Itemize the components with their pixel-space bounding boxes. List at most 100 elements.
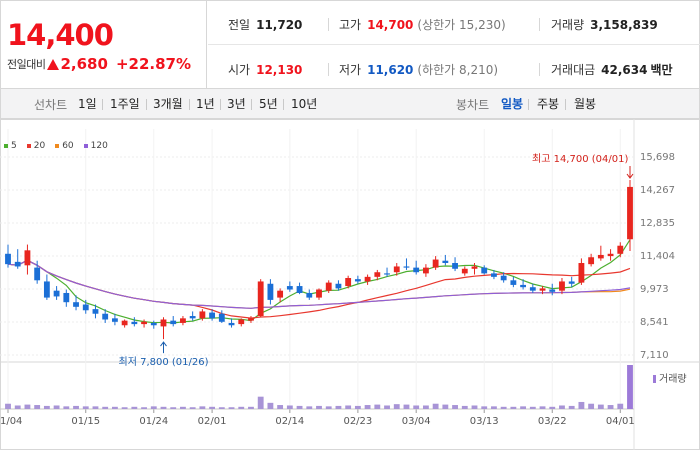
trade-value-label: 거래대금 (551, 63, 596, 77)
volume-bar (413, 405, 420, 409)
volume-bar (364, 405, 371, 409)
high-marker-arrowhead (626, 173, 634, 179)
low-stat: 저가 11,620 (하한가 8,210) (339, 61, 498, 78)
prev-close-stat: 전일 11,720 (228, 16, 302, 33)
volume-bar (238, 406, 245, 409)
candle-weekly[interactable]: 주봉 (537, 97, 560, 111)
volume-bar (529, 406, 536, 409)
divider (146, 99, 147, 110)
up-triangle-icon (47, 58, 60, 70)
y-tick-label: 15,698 (640, 152, 675, 163)
candle-body (578, 263, 585, 283)
candle-body (432, 259, 439, 268)
divider (251, 99, 252, 110)
volume-value: 3,158,839 (590, 18, 658, 32)
divider (208, 44, 700, 45)
candle-body (180, 318, 186, 323)
x-tick-label: 03/13 (470, 416, 499, 427)
candle-body (131, 321, 138, 325)
candle-body (461, 268, 468, 274)
volume-bar (597, 404, 604, 409)
y-tick-label: 14,267 (640, 185, 675, 196)
candle-body (345, 277, 352, 287)
volume-bar (539, 406, 546, 409)
volume-bar (500, 406, 507, 409)
low-label: 저가 (339, 63, 362, 77)
candle-body (627, 186, 633, 240)
y-tick-label: 7,110 (640, 350, 669, 361)
volume-bar (277, 405, 284, 409)
volume-bar (111, 406, 118, 409)
volume-legend-label: 거래량 (659, 373, 687, 385)
candle-body (549, 289, 556, 292)
lower-limit: (하한가 8,210) (417, 63, 499, 77)
open-value: 12,130 (256, 63, 303, 77)
x-tick-label: 02/01 (198, 416, 227, 427)
low-value: 11,620 (367, 63, 414, 77)
candle-body (607, 253, 614, 257)
divider (565, 99, 566, 110)
volume-bar (491, 406, 497, 409)
volume-bar (520, 406, 527, 409)
period-3m[interactable]: 3개월 (153, 97, 183, 111)
period-1w[interactable]: 1주일 (110, 97, 140, 111)
volume-bar (617, 403, 624, 409)
period-5y[interactable]: 5년 (259, 97, 278, 111)
candlestick-chart: 15,69814,26712,83511,4049,9738,5417,110 … (0, 119, 700, 450)
candle-body (559, 281, 565, 291)
volume-bar (160, 406, 167, 409)
divider (283, 99, 284, 110)
volume-bar (568, 405, 575, 409)
high-marker-label: 최고 14,700 (04/01) (532, 153, 628, 165)
candle-body (529, 287, 536, 291)
x-tick-label: 01/15 (71, 416, 100, 427)
candle-body (111, 318, 118, 322)
price-change-row: 전일대비 2,680 +22.87% (7, 55, 191, 73)
candle-body (209, 312, 216, 319)
candle-body (14, 261, 21, 267)
volume-bar (102, 406, 109, 409)
divider (328, 63, 329, 76)
period-1y[interactable]: 1년 (196, 97, 215, 111)
ma60-line (7, 259, 631, 309)
volume-bar (354, 405, 361, 409)
candle-body (393, 266, 400, 273)
candle-chart-label: 봉차트 (456, 98, 490, 112)
divider (528, 99, 529, 110)
trade-value: 42,634 (601, 63, 648, 77)
period-1d[interactable]: 1일 (78, 97, 97, 111)
period-3y[interactable]: 3년 (227, 97, 246, 111)
candle-body (306, 292, 313, 298)
divider (539, 18, 540, 31)
candle-body (5, 253, 11, 265)
candle-body (316, 289, 322, 298)
volume-bar (73, 405, 79, 409)
candle-body (617, 245, 624, 254)
moving-average-legend: 5 20 60 120 (4, 141, 108, 151)
volume-bar (345, 405, 352, 409)
x-tick-label: 01/04 (0, 416, 22, 427)
candle-body (354, 279, 361, 282)
volume-bar (141, 407, 147, 409)
candle-daily[interactable]: 일봉 (501, 97, 524, 111)
legend-swatch (83, 144, 88, 148)
volume-bar (150, 406, 157, 409)
low-marker-label: 최저 7,800 (01/26) (119, 356, 209, 368)
candle-body (228, 322, 235, 326)
change-label: 전일대비 (7, 58, 46, 71)
candle-body (141, 321, 147, 325)
volume-bar (209, 406, 216, 409)
candle-body (24, 250, 31, 266)
candle-body (73, 302, 79, 307)
period-10y[interactable]: 10년 (291, 97, 318, 111)
legend-ma60: 60 (55, 141, 74, 151)
high-value: 14,700 (367, 18, 414, 32)
change-value: 2,680 (60, 55, 108, 73)
volume-bar (82, 406, 89, 409)
line-chart-label: 선차트 (34, 98, 68, 112)
candle-body (335, 283, 342, 289)
candle-body (248, 318, 254, 321)
volume-bar (131, 406, 138, 409)
candle-monthly[interactable]: 월봉 (574, 97, 597, 111)
candle-body (160, 319, 167, 327)
